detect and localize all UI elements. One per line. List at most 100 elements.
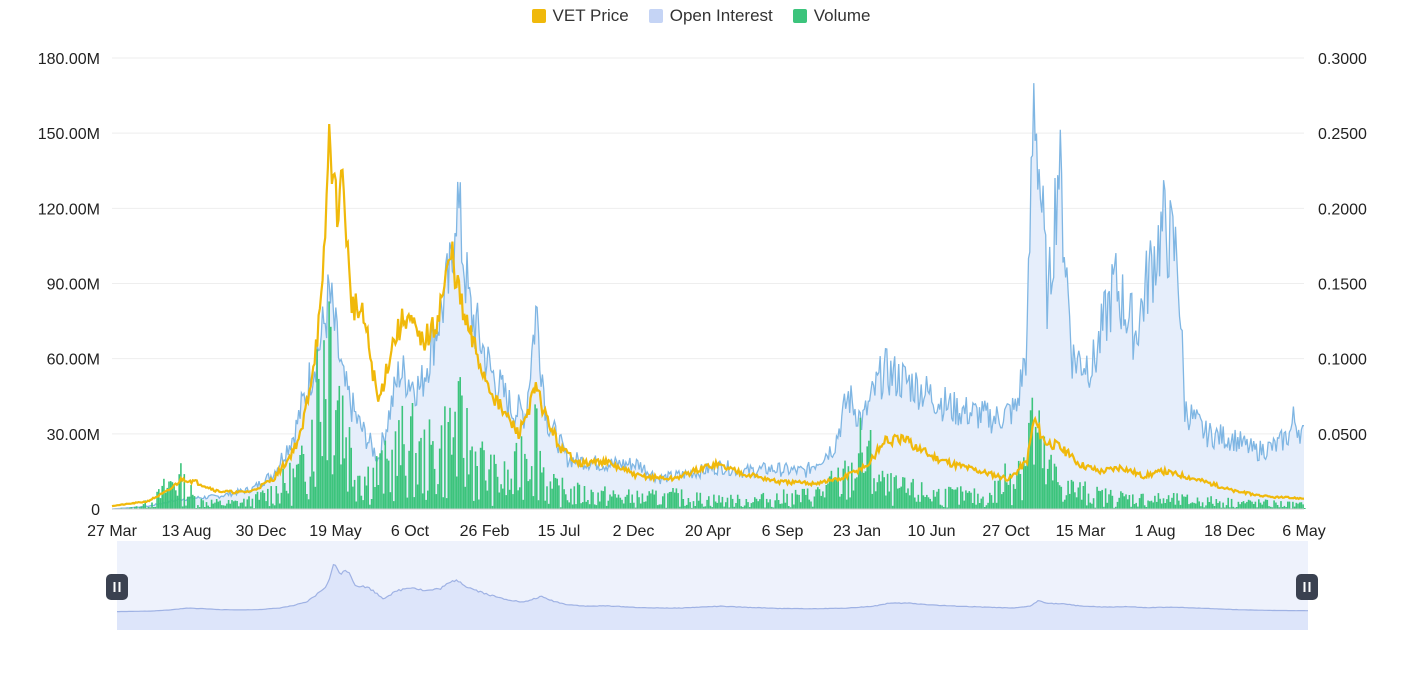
legend-item-vet-price[interactable]: VET Price [531, 6, 629, 26]
volume-bar [939, 504, 942, 509]
x-tick-label: 23 Jan [833, 523, 881, 540]
volume-bar [384, 440, 387, 509]
volume-bar [1023, 457, 1025, 509]
volume-bar [817, 487, 819, 509]
volume-bar [926, 494, 928, 509]
volume-bar [711, 507, 713, 509]
volume-bar [905, 492, 908, 509]
volume-bar [449, 407, 451, 509]
volume-bar [985, 505, 988, 509]
volume-bar [599, 501, 601, 509]
volume-bar [295, 464, 298, 509]
volume-bar [171, 482, 174, 509]
volume-bar [152, 507, 155, 509]
volume-bar [704, 506, 707, 509]
volume-bar [735, 503, 737, 509]
volume-bar [784, 502, 787, 509]
volume-bar [762, 492, 765, 509]
volume-bar [978, 503, 981, 509]
volume-bar [490, 454, 492, 509]
volume-bar [1079, 482, 1081, 509]
volume-bar [1176, 493, 1178, 509]
volume-bar [575, 504, 577, 509]
volume-bar [1225, 505, 1228, 509]
volume-bar [622, 503, 625, 509]
volume-bar [568, 502, 570, 509]
volume-bar [604, 486, 606, 509]
volume-bar [488, 469, 490, 509]
volume-bar [811, 506, 814, 509]
volume-bar [270, 486, 272, 509]
volume-bar [168, 481, 170, 509]
volume-bar [340, 464, 342, 509]
volume-bar [224, 505, 226, 509]
volume-bar [214, 502, 216, 509]
volume-bar [851, 462, 853, 509]
volume-bar [1302, 504, 1304, 509]
volume-bar [691, 507, 693, 509]
volume-bar [1016, 474, 1018, 509]
volume-bar [231, 500, 233, 509]
volume-bar [1019, 474, 1022, 509]
volume-bar [289, 462, 291, 509]
volume-bar [1000, 494, 1003, 509]
volume-bar [752, 502, 754, 509]
volume-bar [636, 490, 639, 509]
volume-bar [825, 485, 828, 509]
volume-bar [845, 499, 848, 509]
volume-bar [362, 500, 364, 509]
volume-bar [357, 475, 359, 509]
volume-bar [248, 496, 250, 509]
volume-bar [854, 478, 856, 509]
volume-bar [267, 488, 269, 509]
volume-bar [522, 499, 524, 509]
volume-bar [158, 489, 160, 509]
volume-bar [1230, 498, 1233, 509]
volume-bar [365, 485, 368, 509]
volume-bar [330, 326, 332, 509]
volume-bar [532, 496, 535, 509]
volume-bar [369, 504, 371, 509]
volume-bar [1263, 501, 1265, 509]
volume-bar [624, 496, 627, 509]
volume-bar [343, 458, 346, 509]
volume-bar [1142, 493, 1144, 509]
volume-bar [1266, 499, 1269, 509]
volume-bar [204, 507, 206, 509]
volume-bar [822, 491, 824, 509]
volume-bar [1046, 468, 1049, 509]
volume-bar [309, 476, 312, 509]
volume-bar [1150, 500, 1153, 509]
volume-bar [205, 502, 208, 509]
volume-bar [478, 499, 480, 509]
volume-bar [527, 481, 530, 509]
volume-bar [980, 498, 983, 509]
volume-bar [484, 480, 487, 509]
volume-bar [719, 502, 722, 509]
volume-bar [1297, 503, 1299, 509]
slider-handle-left[interactable] [106, 574, 128, 600]
volume-bar [813, 496, 816, 509]
volume-bar [796, 494, 799, 509]
volume-bar [597, 492, 599, 509]
legend-item-open-interest[interactable]: Open Interest [648, 6, 773, 26]
legend-item-volume[interactable]: Volume [792, 6, 870, 26]
volume-bar [721, 496, 724, 509]
volume-bar [1135, 502, 1137, 509]
volume-bar [461, 395, 463, 509]
volume-bar [1251, 501, 1253, 509]
vet-price-line [111, 123, 1305, 508]
legend: VET Price Open Interest Volume [0, 6, 1402, 26]
volume-bar [891, 505, 894, 509]
volume-bar [399, 465, 402, 509]
volume-bar [466, 408, 468, 509]
y-right-tick-label: 0.1500 [1318, 277, 1367, 294]
volume-bar [859, 417, 862, 509]
slider-handle-right[interactable] [1296, 574, 1318, 600]
volume-bar [915, 501, 918, 509]
volume-bar [146, 507, 148, 509]
volume-bar [1033, 464, 1035, 509]
volume-bar [1241, 502, 1243, 509]
volume-bar [215, 499, 218, 509]
legend-swatch-vet-price [531, 9, 546, 23]
